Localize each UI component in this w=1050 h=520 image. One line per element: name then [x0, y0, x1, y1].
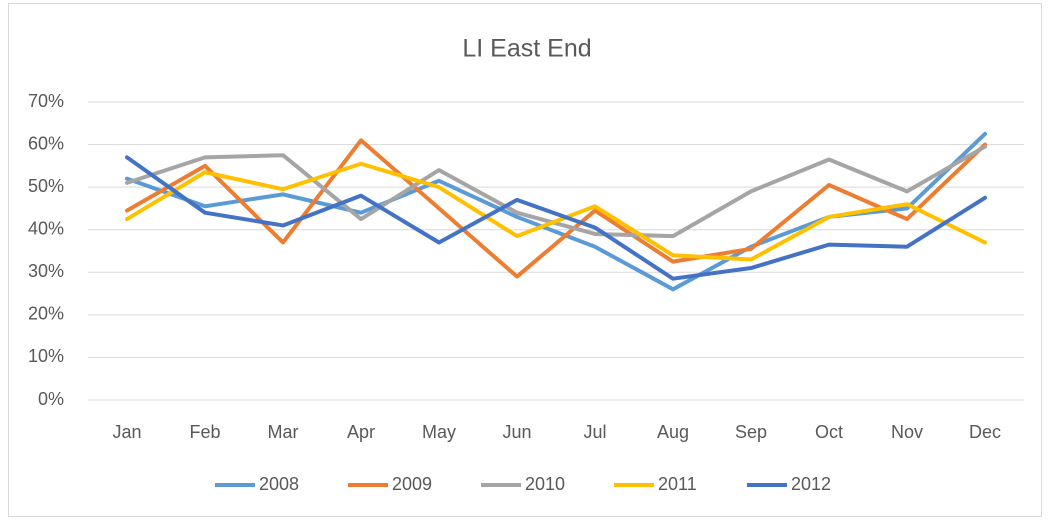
x-tick-label: Aug: [657, 422, 689, 442]
x-tick-label: Sep: [735, 422, 767, 442]
legend-label: 2012: [791, 474, 831, 494]
y-tick-label: 40%: [28, 218, 64, 238]
series-line: [125, 138, 987, 279]
x-tick-label: May: [422, 422, 456, 442]
x-tick-label: Oct: [815, 422, 843, 442]
x-tick-label: Jul: [583, 422, 606, 442]
x-tick-label: Mar: [268, 422, 299, 442]
x-tick-label: Feb: [189, 422, 220, 442]
x-tick-label: Jan: [112, 422, 141, 442]
y-tick-label: 70%: [28, 91, 64, 111]
legend-label: 2009: [392, 474, 432, 494]
y-tick-label: 20%: [28, 304, 64, 324]
y-tick-label: 0%: [38, 389, 64, 409]
series-line: [125, 155, 987, 281]
y-tick-label: 50%: [28, 176, 64, 196]
chart-title: LI East End: [462, 35, 591, 63]
y-tick-label: 60%: [28, 133, 64, 153]
y-tick-label: 30%: [28, 261, 64, 281]
x-tick-label: Nov: [891, 422, 923, 442]
x-tick-label: Apr: [347, 422, 375, 442]
legend-label: 2010: [525, 474, 565, 494]
legend-label: 2008: [259, 474, 299, 494]
x-tick-label: Jun: [502, 422, 531, 442]
legend-label: 2011: [658, 474, 697, 494]
y-tick-label: 10%: [28, 346, 64, 366]
series-line: [125, 161, 987, 262]
chart-border: [8, 3, 1042, 517]
x-tick-label: Dec: [969, 422, 1001, 442]
